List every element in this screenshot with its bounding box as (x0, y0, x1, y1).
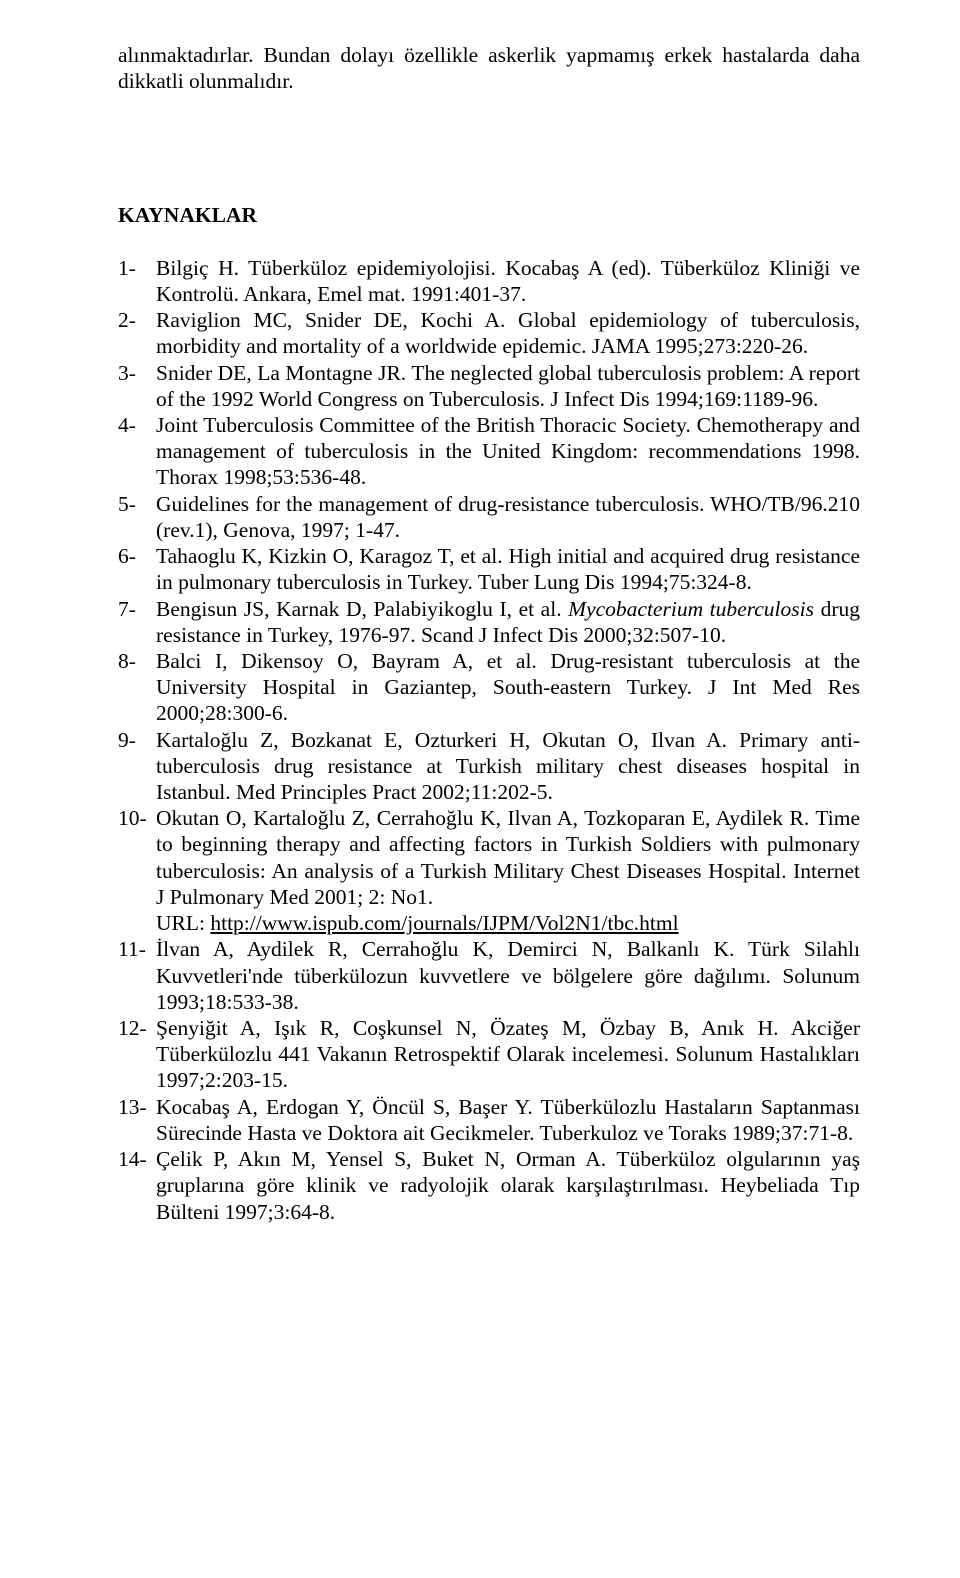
reference-item: 3-Snider DE, La Montagne JR. The neglect… (118, 360, 860, 412)
reference-text: Raviglion MC, Snider DE, Kochi A. Global… (156, 307, 860, 359)
reference-number: 5- (118, 491, 156, 543)
reference-number: 8- (118, 648, 156, 727)
reference-item: 7-Bengisun JS, Karnak D, Palabiyikoglu I… (118, 596, 860, 648)
reference-text: Kocabaş A, Erdogan Y, Öncül S, Başer Y. … (156, 1094, 860, 1146)
reference-text: Balci I, Dikensoy O, Bayram A, et al. Dr… (156, 648, 860, 727)
reference-number: 12- (118, 1015, 156, 1094)
reference-item: 14-Çelik P, Akın M, Yensel S, Buket N, O… (118, 1146, 860, 1225)
reference-item: 11-İlvan A, Aydilek R, Cerrahoğlu K, Dem… (118, 936, 860, 1015)
intro-paragraph: alınmaktadırlar. Bundan dolayı özellikle… (118, 42, 860, 94)
reference-text: Bilgiç H. Tüberküloz epidemiyolojisi. Ko… (156, 255, 860, 307)
reference-number: 1- (118, 255, 156, 307)
reference-text: Okutan O, Kartaloğlu Z, Cerrahoğlu K, Il… (156, 805, 860, 936)
reference-text: Şenyiğit A, Işık R, Coşkunsel N, Özateş … (156, 1015, 860, 1094)
references-list: 1-Bilgiç H. Tüberküloz epidemiyolojisi. … (118, 255, 860, 1225)
reference-number: 7- (118, 596, 156, 648)
reference-number: 9- (118, 727, 156, 806)
reference-text: Tahaoglu K, Kizkin O, Karagoz T, et al. … (156, 543, 860, 595)
reference-text: Snider DE, La Montagne JR. The neglected… (156, 360, 860, 412)
reference-text: Çelik P, Akın M, Yensel S, Buket N, Orma… (156, 1146, 860, 1225)
reference-number: 10- (118, 805, 156, 936)
reference-text: Joint Tuberculosis Committee of the Brit… (156, 412, 860, 491)
reference-item: 12-Şenyiğit A, Işık R, Coşkunsel N, Özat… (118, 1015, 860, 1094)
reference-item: 8-Balci I, Dikensoy O, Bayram A, et al. … (118, 648, 860, 727)
reference-text: İlvan A, Aydilek R, Cerrahoğlu K, Demirc… (156, 936, 860, 1015)
reference-number: 11- (118, 936, 156, 1015)
reference-number: 2- (118, 307, 156, 359)
reference-number: 4- (118, 412, 156, 491)
reference-text: Guidelines for the management of drug-re… (156, 491, 860, 543)
reference-item: 1-Bilgiç H. Tüberküloz epidemiyolojisi. … (118, 255, 860, 307)
reference-item: 13-Kocabaş A, Erdogan Y, Öncül S, Başer … (118, 1094, 860, 1146)
reference-item: 9-Kartaloğlu Z, Bozkanat E, Ozturkeri H,… (118, 727, 860, 806)
reference-text: Kartaloğlu Z, Bozkanat E, Ozturkeri H, O… (156, 727, 860, 806)
reference-number: 3- (118, 360, 156, 412)
references-heading: KAYNAKLAR (118, 202, 860, 228)
reference-item: 10-Okutan O, Kartaloğlu Z, Cerrahoğlu K,… (118, 805, 860, 936)
reference-item: 5-Guidelines for the management of drug-… (118, 491, 860, 543)
reference-number: 14- (118, 1146, 156, 1225)
reference-item: 2-Raviglion MC, Snider DE, Kochi A. Glob… (118, 307, 860, 359)
reference-number: 6- (118, 543, 156, 595)
reference-text: Bengisun JS, Karnak D, Palabiyikoglu I, … (156, 596, 860, 648)
reference-number: 13- (118, 1094, 156, 1146)
reference-item: 6-Tahaoglu K, Kizkin O, Karagoz T, et al… (118, 543, 860, 595)
reference-item: 4-Joint Tuberculosis Committee of the Br… (118, 412, 860, 491)
